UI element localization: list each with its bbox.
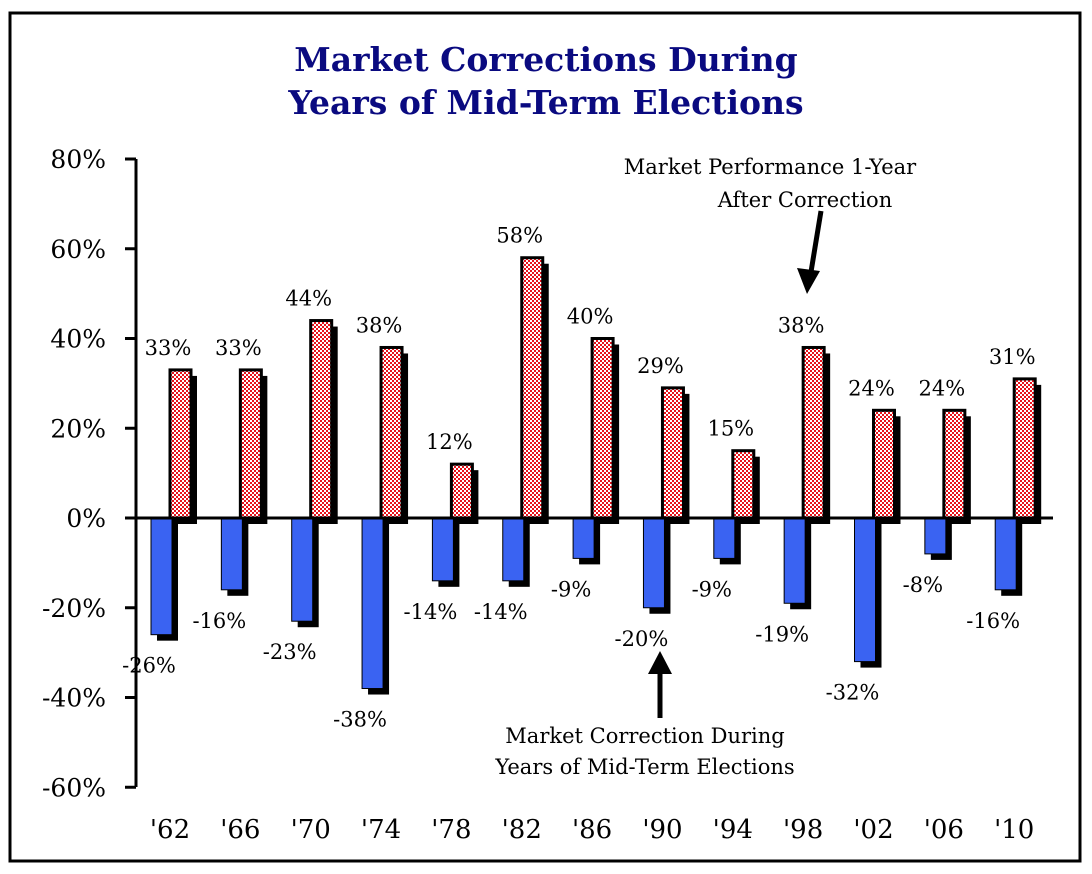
data-label-performance: 44% [285,287,332,311]
bar-correction-78 [431,517,454,582]
data-label-performance: 15% [707,417,754,441]
data-label-performance: 12% [426,430,473,454]
data-label-performance: 24% [848,376,895,400]
arrow-up-icon [648,651,672,718]
data-label-correction: -8% [903,573,943,597]
y-tick-label: -20% [42,594,106,623]
bar-correction-70 [291,517,314,622]
data-label-correction: -19% [755,622,809,646]
data-label-performance: 38% [356,313,403,337]
bar-performance-62 [168,368,193,520]
bar-correction-06 [924,517,947,555]
x-category-label: '62 [150,815,190,845]
bar-performance-82 [520,256,545,520]
x-category-label: '98 [783,815,823,845]
y-tick-label: 80% [50,145,106,174]
bar-performance-66 [238,368,263,520]
y-ticks-group: 80% 60% 40% 20% 0% -20% -40% -60% [42,145,136,802]
data-label-correction: -16% [192,609,246,633]
x-category-label: '86 [572,815,612,845]
data-label-performance: 24% [919,376,966,400]
data-label-correction: -20% [615,627,669,651]
bar-performance-86 [590,337,615,520]
bar-performance-70 [309,319,334,520]
x-category-label: '06 [924,815,964,845]
arrow-down-icon [797,210,824,294]
bar-performance-94 [731,449,756,520]
data-label-correction: -9% [551,577,591,601]
data-label-performance: 33% [145,336,192,360]
bar-correction-86 [572,517,595,559]
data-label-performance: 40% [567,305,614,329]
data-label-correction: -23% [263,640,317,664]
x-category-label: '90 [642,815,682,845]
bar-performance-06 [942,408,967,520]
bar-correction-74 [361,517,384,690]
chart-title-line-2: Years of Mid-Term Elections [287,83,803,122]
bar-performance-78 [449,462,474,520]
bar-performance-02 [872,408,896,520]
bar-correction-82 [502,517,525,582]
bar-performance-90 [660,386,685,520]
y-tick-label: 20% [50,414,106,443]
y-tick-label: -40% [42,684,106,713]
data-label-correction: -38% [333,708,387,732]
x-category-label: '78 [431,815,471,845]
x-category-label: '66 [220,815,260,845]
x-category-label: '74 [361,815,401,845]
bar-correction-66 [220,517,243,591]
bar-correction-94 [713,517,736,559]
data-labels-group: 33% -26% 33% -16% 44% -23% 38% -38% 12% -14% 58% -1… [122,224,1035,732]
data-label-correction: -26% [122,654,176,678]
y-tick-label: -60% [42,773,106,802]
data-label-correction: -9% [692,577,732,601]
bar-performance-98 [801,345,826,520]
x-categories-group: '62 '66 '70 '74 '78 '82 '86 '90 '94 '98 '02 '06 '10 [150,815,1034,845]
x-category-label: '70 [291,815,331,845]
data-label-performance: 33% [215,336,262,360]
data-label-performance: 38% [778,313,825,337]
x-category-label: '82 [502,815,542,845]
x-category-label: '94 [713,815,753,845]
annotation-top-line-1: Market Performance 1-Year [624,155,917,179]
annotation-bottom-line-1: Market Correction During [505,724,784,748]
y-tick-label: 0% [66,504,106,533]
y-tick-label: 60% [50,235,106,264]
x-category-label: '02 [853,815,893,845]
data-label-performance: 58% [496,224,543,248]
bar-correction-02 [854,517,876,663]
data-label-performance: 29% [637,354,684,378]
bar-performance-10 [1012,377,1037,520]
data-label-correction: -32% [826,681,880,705]
bar-correction-62 [150,517,173,636]
data-label-correction: -16% [966,609,1020,633]
data-label-correction: -14% [474,600,528,624]
annotation-top-line-2: After Correction [717,188,892,212]
bar-correction-10 [994,517,1017,591]
bar-correction-90 [642,517,665,609]
data-label-correction: -14% [404,600,458,624]
data-label-performance: 31% [989,345,1036,369]
y-tick-label: 40% [50,325,106,354]
annotation-bottom-line-2: Years of Mid-Term Elections [494,755,794,779]
x-category-label: '10 [994,815,1034,845]
bar-correction-98 [783,517,806,604]
chart-title-line-1: Market Corrections During [294,40,797,79]
bar-performance-74 [379,345,404,520]
